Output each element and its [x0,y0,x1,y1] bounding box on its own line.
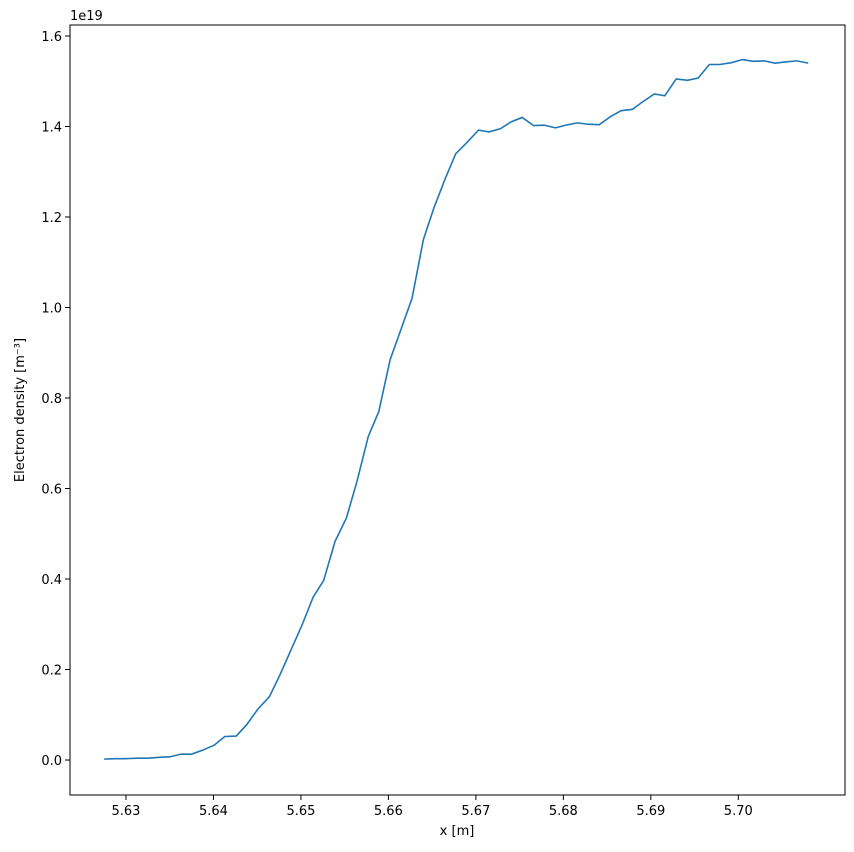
y-tick-label: 1.0 [41,302,62,317]
x-tick-label: 5.66 [374,804,403,819]
y-tick-label: 0.8 [41,392,62,407]
x-tick-label: 5.63 [112,804,141,819]
x-tick-label: 5.65 [286,804,315,819]
y-tick-label: 0.4 [41,573,62,588]
y-tick-label: 1.4 [41,120,62,135]
plot-frame [69,24,846,796]
x-axis-label: x [m] [440,824,475,839]
y-tick-label: 0.2 [41,664,62,679]
y-tick-label: 0.0 [41,754,62,769]
x-tick-label: 5.67 [461,804,490,819]
x-tick-label: 5.69 [636,804,665,819]
y-offset-label: 1e19 [70,9,103,24]
x-tick-label: 5.68 [549,804,578,819]
y-tick-label: 1.6 [41,30,62,45]
y-axis-label: Electron density [m⁻³] [13,338,28,482]
y-tick-label: 0.6 [41,483,62,498]
data-line [104,58,809,760]
y-tick-label: 1.2 [41,211,62,226]
x-tick-label: 5.70 [724,804,753,819]
x-tick-label: 5.64 [199,804,228,819]
